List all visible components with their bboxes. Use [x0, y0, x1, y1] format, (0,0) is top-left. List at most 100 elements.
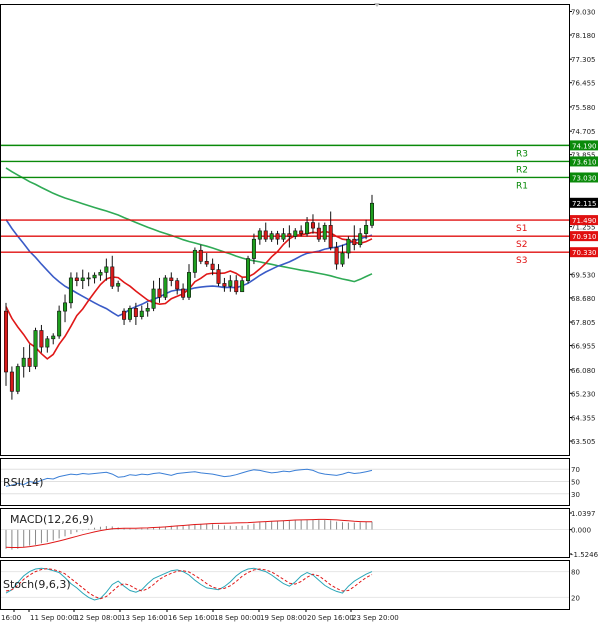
candle-down: [181, 288, 186, 298]
level-price-tag: [570, 172, 598, 183]
price-tick-label: 73.855: [571, 152, 596, 160]
candle-down: [287, 233, 292, 237]
candle-up: [139, 310, 144, 317]
candle-down: [133, 308, 138, 317]
time-axis-label: 19 Sep 08:00: [260, 614, 307, 622]
candle-up: [145, 308, 150, 312]
level-label-r1: R1: [516, 181, 528, 191]
level-price-text: 73.610: [572, 158, 597, 166]
indicator-panel-2: [0, 508, 570, 558]
time-axis-label: 23 Sep 20:00: [352, 614, 399, 622]
macd-axis-label: 1.0397: [571, 510, 596, 518]
candle-up: [305, 222, 310, 234]
time-axis-label: 16:00: [1, 614, 21, 622]
indicator-panel-3: [0, 560, 570, 610]
candle-up: [293, 230, 298, 237]
candle-up: [257, 230, 262, 240]
candle-down: [175, 280, 180, 290]
price-tick-label: 69.530: [571, 271, 596, 279]
price-tick-label: 66.080: [571, 367, 596, 375]
time-axis-label: 13 Sep 16:00: [121, 614, 168, 622]
price-tick-label: 63.505: [571, 438, 596, 446]
candle-up: [33, 330, 38, 367]
candle-up: [346, 238, 351, 254]
candle-up: [116, 283, 121, 287]
price-tick-label: 76.455: [571, 80, 596, 88]
last-price-tag: [570, 197, 598, 208]
stoch-label: Stoch(9,6,3): [3, 578, 71, 591]
level-price-tag: [570, 247, 598, 258]
candle-down: [222, 283, 227, 287]
candle-up: [369, 202, 374, 226]
price-tick-label: 77.305: [571, 56, 596, 64]
price-tick-label: 75.580: [571, 104, 596, 112]
candle-up: [322, 225, 327, 240]
candle-up: [80, 277, 85, 281]
stoch-k-line: [5, 567, 373, 601]
price-tick-label: 66.955: [571, 343, 596, 351]
candle-down: [210, 263, 215, 270]
price-tick-label: 78.180: [571, 32, 596, 40]
candle-up: [364, 225, 369, 234]
stoch-axis-label: 20: [571, 594, 580, 602]
level-label-r3: R3: [516, 149, 528, 159]
level-price-text: 73.030: [572, 174, 597, 182]
candle-down: [263, 230, 268, 240]
candle-down: [9, 371, 14, 392]
candle-up: [281, 233, 286, 240]
candle-up: [21, 357, 26, 367]
rsi-axis-label: 30: [571, 491, 580, 499]
candle-down: [328, 225, 333, 248]
time-axis-label: 20 Sep 16:00: [307, 614, 354, 622]
main-price-panel: [0, 4, 570, 456]
candle-up: [127, 308, 132, 320]
stoch-axis-label: 80: [571, 569, 580, 577]
level-price-tag: [570, 156, 598, 167]
candle-down: [169, 277, 174, 281]
level-price-text: 71.490: [572, 217, 597, 225]
candle-down: [234, 280, 239, 293]
candle-up: [358, 233, 363, 246]
candle-down: [204, 261, 209, 265]
candle-up: [187, 272, 192, 298]
candle-down: [27, 357, 32, 367]
candle-up: [251, 238, 256, 259]
level-label-r2: R2: [516, 165, 528, 175]
candle-down: [122, 310, 127, 320]
candle-up: [86, 277, 91, 280]
candle-up: [269, 233, 274, 240]
candle-down: [316, 227, 321, 240]
candle-up: [228, 280, 233, 287]
candle-up: [51, 335, 56, 340]
time-axis-label: 11 Sep 00:00: [30, 614, 77, 622]
candle-up: [192, 249, 197, 273]
time-axis-label: 12 Sep 08:00: [75, 614, 122, 622]
candle-up: [15, 366, 20, 392]
price-tick-label: 65.230: [571, 390, 596, 398]
candle-down: [74, 277, 79, 281]
candle-up: [151, 288, 156, 309]
candle-up: [92, 274, 97, 279]
rsi-axis-label: 50: [571, 479, 580, 487]
chart-menu-icon: [374, 3, 380, 7]
candle-down: [310, 222, 315, 229]
time-axis-label: 16 Sep 16:00: [168, 614, 215, 622]
candle-down: [352, 238, 357, 246]
candle-up: [63, 302, 68, 312]
price-tick-label: 67.805: [571, 319, 596, 327]
candle-up: [240, 280, 245, 293]
candle-down: [157, 288, 162, 298]
candle-down: [334, 247, 339, 265]
level-label-s2: S2: [516, 240, 527, 250]
candle-up: [98, 272, 103, 276]
candle-up: [340, 252, 345, 265]
candle-up: [246, 258, 251, 281]
candle-up: [68, 277, 73, 304]
level-price-text: 74.190: [572, 142, 597, 150]
candle-up: [45, 338, 50, 348]
level-price-text: 70.330: [572, 249, 597, 257]
level-label-s3: S3: [516, 256, 527, 266]
level-price-tag: [570, 231, 598, 242]
level-label-s1: S1: [516, 224, 527, 234]
